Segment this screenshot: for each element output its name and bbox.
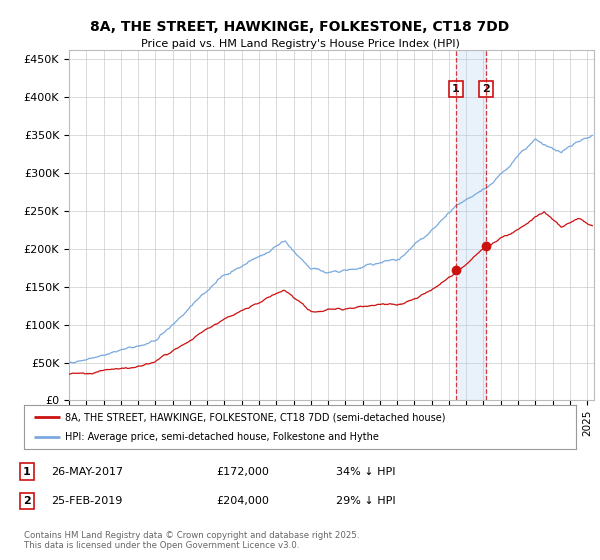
Text: Contains HM Land Registry data © Crown copyright and database right 2025.
This d: Contains HM Land Registry data © Crown c… [24, 531, 359, 550]
Text: 26-MAY-2017: 26-MAY-2017 [51, 466, 123, 477]
Bar [456, 50, 486, 400]
Text: £204,000: £204,000 [216, 496, 269, 506]
Text: 25-FEB-2019: 25-FEB-2019 [51, 496, 122, 506]
Text: HPI: Average price, semi-detached house, Folkestone and Hythe: HPI: Average price, semi-detached house,… [65, 432, 379, 442]
Text: 1: 1 [452, 84, 460, 94]
Text: 29% ↓ HPI: 29% ↓ HPI [336, 496, 395, 506]
Text: 2: 2 [23, 496, 31, 506]
Text: £172,000: £172,000 [216, 466, 269, 477]
Text: 34% ↓ HPI: 34% ↓ HPI [336, 466, 395, 477]
Text: Price paid vs. HM Land Registry's House Price Index (HPI): Price paid vs. HM Land Registry's House … [140, 39, 460, 49]
Text: 1: 1 [23, 466, 31, 477]
Text: 8A, THE STREET, HAWKINGE, FOLKESTONE, CT18 7DD: 8A, THE STREET, HAWKINGE, FOLKESTONE, CT… [91, 20, 509, 34]
Text: 2: 2 [482, 84, 490, 94]
Text: 8A, THE STREET, HAWKINGE, FOLKESTONE, CT18 7DD (semi-detached house): 8A, THE STREET, HAWKINGE, FOLKESTONE, CT… [65, 412, 446, 422]
